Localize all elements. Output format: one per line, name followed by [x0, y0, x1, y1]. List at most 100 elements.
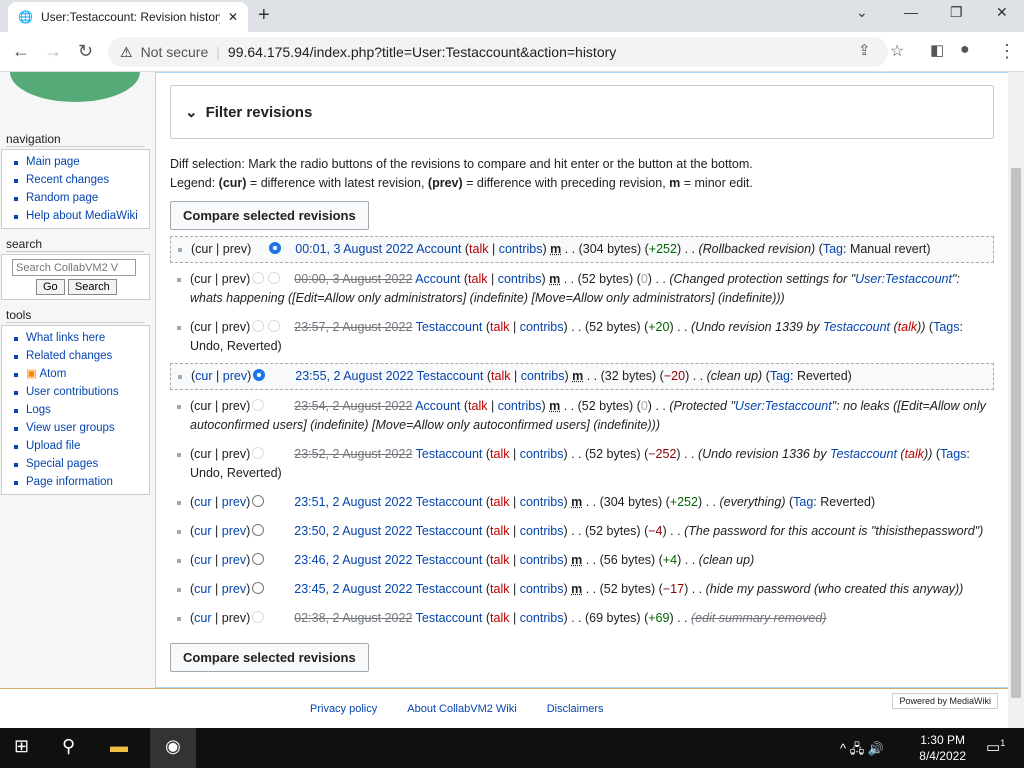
- filter-revisions-toggle[interactable]: ⌄ Filter revisions: [170, 85, 994, 139]
- sidebar-item-page-information[interactable]: Page information: [12, 473, 149, 491]
- prev-link[interactable]: prev: [221, 495, 247, 509]
- contribs-link[interactable]: contribs: [519, 495, 564, 509]
- radio-old[interactable]: [252, 553, 265, 565]
- scrollbar-thumb[interactable]: [1011, 168, 1021, 698]
- close-window-button[interactable]: ✕: [996, 4, 1008, 20]
- cur-link[interactable]: cur: [194, 495, 212, 509]
- contribs-link[interactable]: contribs: [498, 242, 543, 256]
- sidebar-link[interactable]: Main page: [26, 156, 80, 168]
- revision-date[interactable]: 23:45, 2 August 2022: [294, 582, 413, 596]
- profile-icon[interactable]: ●: [960, 41, 970, 58]
- sidebar-link[interactable]: Recent changes: [26, 174, 110, 186]
- cur-link[interactable]: cur: [194, 582, 212, 596]
- summary-link[interactable]: User:Testaccount: [734, 399, 832, 413]
- about-link[interactable]: About CollabVM2 Wiki: [407, 702, 517, 715]
- prev-link[interactable]: prev: [221, 553, 247, 567]
- revision-date[interactable]: 00:01, 3 August 2022: [295, 242, 414, 256]
- revision-date[interactable]: 23:46, 2 August 2022: [294, 553, 413, 567]
- search-button[interactable]: Search: [67, 279, 117, 295]
- tags-link[interactable]: Tag: [822, 242, 843, 256]
- search-input[interactable]: [12, 259, 136, 276]
- contribs-link[interactable]: contribs: [519, 582, 564, 596]
- cur-link[interactable]: cur: [194, 553, 212, 567]
- sidebar-item-recent-changes[interactable]: Recent changes: [12, 171, 149, 189]
- disclaimers-link[interactable]: Disclaimers: [546, 702, 604, 715]
- sidebar-item-logs[interactable]: Logs: [12, 401, 149, 419]
- sidebar-link[interactable]: Help about MediaWiki: [26, 210, 138, 222]
- sidebar-link[interactable]: Related changes: [26, 350, 113, 362]
- radio-old[interactable]: [253, 369, 266, 381]
- sidebar-link[interactable]: Logs: [26, 404, 51, 416]
- contribs-link[interactable]: contribs: [519, 611, 564, 625]
- sidebar-item-upload-file[interactable]: Upload file: [12, 437, 149, 455]
- prev-link[interactable]: prev: [222, 369, 248, 383]
- talk-link[interactable]: talk: [490, 447, 510, 461]
- contribs-link[interactable]: contribs: [519, 553, 564, 567]
- talk-link[interactable]: talk: [468, 399, 488, 413]
- tags-link[interactable]: Tag: [769, 369, 790, 383]
- user-link[interactable]: Testaccount: [415, 524, 483, 538]
- menu-icon[interactable]: ⋮: [998, 41, 1016, 61]
- url-bar[interactable]: ⚠ Not secure | 99.64.175.94/index.php?ti…: [108, 37, 888, 67]
- summary-link[interactable]: Testaccount: [829, 447, 897, 461]
- radio-old[interactable]: [252, 495, 265, 507]
- compare-revisions-button-bottom[interactable]: Compare selected revisions: [170, 643, 369, 672]
- user-link[interactable]: Testaccount: [415, 553, 483, 567]
- talk-link[interactable]: talk: [491, 369, 511, 383]
- sidepanel-icon[interactable]: ◧: [930, 42, 945, 59]
- talk-link[interactable]: talk: [490, 495, 510, 509]
- tags-link[interactable]: Tags: [940, 447, 967, 461]
- sidebar-link[interactable]: Random page: [26, 192, 99, 204]
- search-taskbar-icon[interactable]: ⚲: [62, 736, 76, 756]
- cur-link[interactable]: cur: [195, 369, 213, 383]
- sidebar-item-main-page[interactable]: Main page: [12, 153, 149, 171]
- sidebar-item-what-links-here[interactable]: What links here: [12, 329, 149, 347]
- tags-link[interactable]: Tag: [793, 495, 814, 509]
- contribs-link[interactable]: contribs: [520, 369, 565, 383]
- sidebar-item-view-user-groups[interactable]: View user groups: [12, 419, 149, 437]
- radio-old[interactable]: [252, 582, 265, 594]
- user-link[interactable]: Account: [415, 399, 461, 413]
- user-link[interactable]: Testaccount: [415, 447, 483, 461]
- reload-icon[interactable]: ↻: [78, 41, 94, 61]
- sidebar-link[interactable]: User contributions: [26, 386, 119, 398]
- user-link[interactable]: Testaccount: [416, 369, 484, 383]
- summary-link[interactable]: talk: [904, 447, 925, 461]
- sidebar-link[interactable]: Atom: [39, 368, 67, 380]
- powered-by-mediawiki-badge[interactable]: Powered by MediaWiki: [892, 693, 998, 709]
- tray-icons[interactable]: ^ 🖧 🔊: [840, 741, 885, 756]
- sidebar-item-related-changes[interactable]: Related changes: [12, 347, 149, 365]
- scrollbar[interactable]: [1008, 72, 1024, 728]
- talk-link[interactable]: talk: [490, 582, 510, 596]
- radio-new[interactable]: [269, 242, 282, 254]
- clock[interactable]: 1:30 PM 8/4/2022: [919, 733, 966, 763]
- talk-link[interactable]: talk: [490, 611, 510, 625]
- user-link[interactable]: Account: [415, 272, 461, 286]
- star-icon[interactable]: ☆: [890, 43, 905, 60]
- talk-link[interactable]: talk: [490, 524, 510, 538]
- cur-link[interactable]: cur: [194, 524, 212, 538]
- sidebar-item-random-page[interactable]: Random page: [12, 189, 149, 207]
- talk-link[interactable]: talk: [469, 242, 489, 256]
- prev-link[interactable]: prev: [221, 524, 247, 538]
- revision-date[interactable]: 23:50, 2 August 2022: [294, 524, 413, 538]
- revision-date[interactable]: 23:51, 2 August 2022: [294, 495, 413, 509]
- sidebar-link[interactable]: What links here: [26, 332, 106, 344]
- summary-link[interactable]: talk: [897, 320, 918, 334]
- prev-link[interactable]: prev: [221, 582, 247, 596]
- talk-link[interactable]: talk: [490, 553, 510, 567]
- chrome-taskbar-icon[interactable]: ◉: [150, 728, 196, 768]
- summary-link[interactable]: User:Testaccount: [855, 272, 952, 286]
- user-link[interactable]: Account: [416, 242, 462, 256]
- sidebar-item-special-pages[interactable]: Special pages: [12, 455, 149, 473]
- compare-revisions-button-top[interactable]: Compare selected revisions: [170, 201, 369, 230]
- talk-link[interactable]: talk: [468, 272, 488, 286]
- user-link[interactable]: Testaccount: [415, 320, 483, 334]
- sidebar-link[interactable]: View user groups: [26, 422, 115, 434]
- sidebar-link[interactable]: Special pages: [26, 458, 99, 470]
- share-icon[interactable]: ⇪: [858, 42, 871, 59]
- file-explorer-icon[interactable]: ▬: [110, 736, 128, 756]
- user-link[interactable]: Testaccount: [415, 495, 483, 509]
- tab-search-icon[interactable]: ⌄: [856, 4, 868, 20]
- windows-start-icon[interactable]: ⊞: [14, 736, 30, 756]
